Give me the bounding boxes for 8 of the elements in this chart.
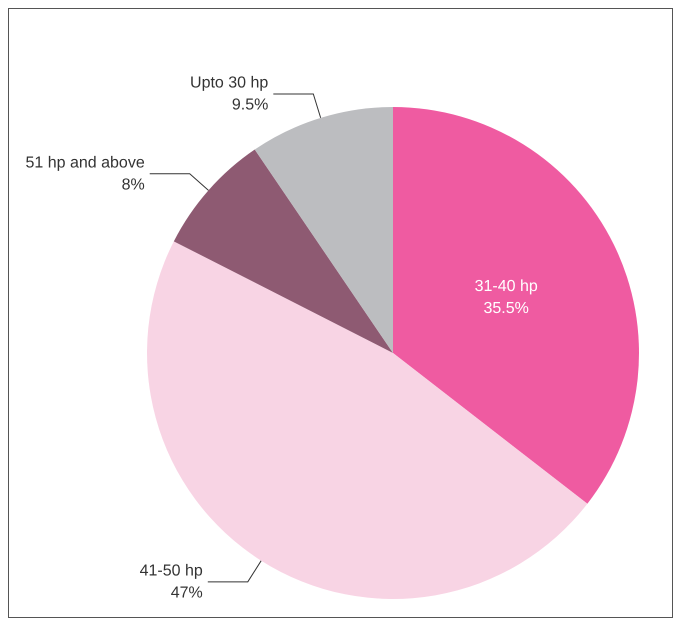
data-label: 9.5%: [232, 96, 268, 114]
data-label: 8%: [122, 176, 145, 194]
slice-label: 31-40 hp: [474, 278, 538, 296]
slice-label: 41-50 hp: [140, 562, 203, 580]
data-label: 35.5%: [483, 300, 529, 318]
data-label: 47%: [170, 584, 203, 602]
slice-label: 51 hp and above: [26, 154, 145, 172]
slice-label: Upto 30 hp: [190, 74, 268, 92]
